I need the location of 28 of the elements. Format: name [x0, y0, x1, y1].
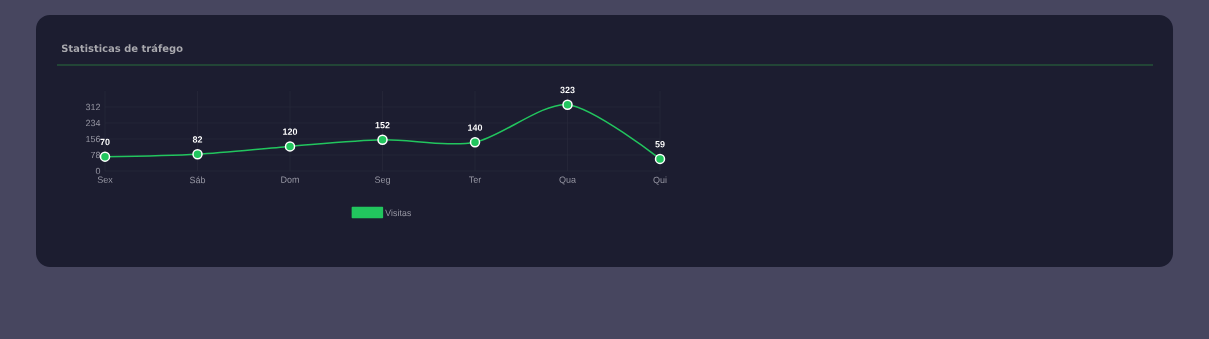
- y-tick-label: 312: [85, 103, 101, 111]
- data-label: 152: [375, 121, 390, 129]
- y-tick-label: 234: [85, 119, 101, 127]
- x-tick-label: Dom: [281, 176, 299, 183]
- point: [469, 137, 481, 148]
- x-tick-label: Qua: [559, 176, 576, 185]
- y-tick-label: 78: [90, 151, 101, 159]
- x-tick-label: Sáb: [189, 176, 206, 184]
- legend-label: Visitas: [385, 209, 412, 217]
- chart-title: Statisticas de tráfego: [61, 43, 183, 55]
- data-label: 70: [100, 138, 110, 146]
- point: [99, 151, 111, 162]
- data-label: 323: [560, 86, 575, 94]
- data-label: 59: [655, 141, 665, 148]
- data-label: 82: [192, 136, 203, 143]
- data-label: 120: [283, 128, 298, 135]
- point: [562, 99, 573, 110]
- point: [192, 148, 203, 160]
- point: [654, 153, 666, 165]
- x-tick-label: Qui: [653, 176, 667, 185]
- y-tick-label: 0: [95, 167, 101, 175]
- x-tick-label: Ter: [468, 176, 482, 183]
- x-tick-label: Seg: [374, 176, 390, 185]
- y-tick-label: 156: [86, 135, 101, 143]
- point: [377, 134, 388, 146]
- point: [284, 141, 296, 152]
- x-tick-label: Sex: [97, 176, 113, 183]
- data-label: 140: [468, 124, 483, 131]
